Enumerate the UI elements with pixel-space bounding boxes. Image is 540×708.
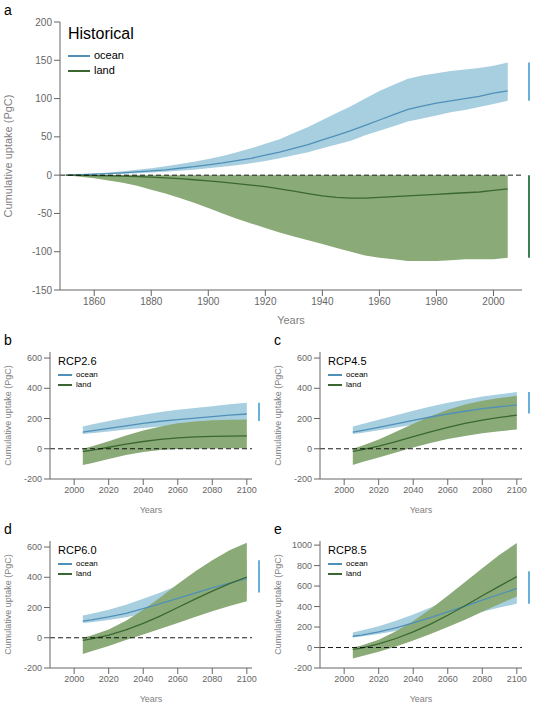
svg-text:2040: 2040: [403, 485, 423, 495]
svg-text:-200: -200: [24, 474, 42, 484]
svg-text:600: 600: [27, 353, 42, 363]
svg-text:2000: 2000: [334, 674, 354, 684]
svg-text:1900: 1900: [197, 296, 220, 307]
svg-text:800: 800: [297, 561, 312, 571]
html-text:land: land: [94, 64, 115, 76]
svg-text:2000: 2000: [334, 485, 354, 495]
svg-text:2060: 2060: [438, 485, 458, 495]
svg-text:Cumulative uptake (PgC): Cumulative uptake (PgC): [273, 554, 283, 655]
svg-text:-200: -200: [294, 663, 312, 673]
html-text:land: land: [346, 569, 362, 578]
svg-text:200: 200: [27, 414, 42, 424]
svg-text:Years: Years: [410, 694, 433, 704]
svg-text:Years: Years: [277, 314, 305, 326]
svg-text:0: 0: [307, 444, 312, 454]
html-text:d: d: [4, 521, 12, 537]
html-text:ocean: ocean: [76, 370, 98, 379]
svg-text:2060: 2060: [168, 674, 188, 684]
svg-text:2040: 2040: [403, 674, 423, 684]
html-text:land: land: [76, 380, 92, 389]
svg-text:2020: 2020: [369, 674, 389, 684]
svg-text:2000: 2000: [64, 674, 84, 684]
svg-text:2100: 2100: [237, 674, 257, 684]
html-text:ocean: ocean: [346, 370, 368, 379]
svg-text:2080: 2080: [472, 485, 492, 495]
svg-text:1860: 1860: [83, 296, 106, 307]
svg-text:2100: 2100: [507, 485, 527, 495]
svg-text:50: 50: [41, 131, 53, 142]
svg-text:2080: 2080: [202, 485, 222, 495]
svg-text:2020: 2020: [99, 674, 119, 684]
html-text:a: a: [4, 2, 12, 18]
svg-text:400: 400: [27, 383, 42, 393]
svg-text:Cumulative uptake (PgC): Cumulative uptake (PgC): [273, 365, 283, 466]
svg-text:1920: 1920: [254, 296, 277, 307]
svg-text:1940: 1940: [311, 296, 334, 307]
svg-text:200: 200: [27, 603, 42, 613]
svg-text:-150: -150: [32, 285, 52, 296]
svg-text:600: 600: [27, 542, 42, 552]
svg-text:2040: 2040: [133, 485, 153, 495]
svg-text:400: 400: [27, 572, 42, 582]
html-text:b: b: [4, 332, 12, 348]
svg-text:-200: -200: [294, 474, 312, 484]
svg-text:600: 600: [297, 581, 312, 591]
svg-text:Cumulative uptake (PgC): Cumulative uptake (PgC): [8, 95, 14, 218]
svg-text:Years: Years: [410, 505, 433, 515]
html-text:land: land: [346, 380, 362, 389]
html-text:RCP2.6: RCP2.6: [58, 355, 97, 367]
html-text:RCP8.5: RCP8.5: [328, 544, 367, 556]
svg-text:2060: 2060: [168, 485, 188, 495]
svg-text:150: 150: [35, 55, 52, 66]
html-text:ocean: ocean: [94, 49, 124, 61]
svg-text:1980: 1980: [425, 296, 448, 307]
svg-text:2100: 2100: [507, 674, 527, 684]
svg-text:2040: 2040: [133, 674, 153, 684]
svg-text:1880: 1880: [140, 296, 163, 307]
svg-text:Cumulative uptake (PgC): Cumulative uptake (PgC): [8, 554, 13, 655]
svg-text:Cumulative uptake (PgC): Cumulative uptake (PgC): [8, 365, 13, 466]
svg-text:-50: -50: [38, 208, 53, 219]
html-text:Historical: Historical: [68, 25, 134, 42]
html-text:c: c: [274, 332, 281, 348]
svg-text:-100: -100: [32, 246, 52, 257]
svg-text:200: 200: [35, 17, 52, 28]
svg-text:1000: 1000: [292, 540, 312, 550]
svg-text:2020: 2020: [369, 485, 389, 495]
svg-text:1960: 1960: [368, 296, 391, 307]
svg-text:100: 100: [35, 93, 52, 104]
html-text:e: e: [274, 521, 282, 537]
svg-text:2000: 2000: [482, 296, 505, 307]
html-text:RCP6.0: RCP6.0: [58, 544, 97, 556]
svg-text:200: 200: [297, 414, 312, 424]
svg-text:2000: 2000: [64, 485, 84, 495]
html-text:RCP4.5: RCP4.5: [328, 355, 367, 367]
html-text:ocean: ocean: [76, 559, 98, 568]
svg-text:-200: -200: [24, 663, 42, 673]
svg-text:2020: 2020: [99, 485, 119, 495]
svg-text:600: 600: [297, 353, 312, 363]
svg-text:0: 0: [307, 643, 312, 653]
svg-text:0: 0: [37, 444, 42, 454]
html-text:ocean: ocean: [346, 559, 368, 568]
svg-text:2060: 2060: [438, 674, 458, 684]
svg-text:400: 400: [297, 602, 312, 612]
svg-text:200: 200: [297, 622, 312, 632]
svg-text:0: 0: [46, 170, 52, 181]
svg-text:Years: Years: [140, 505, 163, 515]
html-text:land: land: [76, 569, 92, 578]
svg-text:2100: 2100: [237, 485, 257, 495]
svg-text:Years: Years: [140, 694, 163, 704]
svg-text:2080: 2080: [202, 674, 222, 684]
svg-text:0: 0: [37, 633, 42, 643]
svg-text:2080: 2080: [472, 674, 492, 684]
svg-text:400: 400: [297, 383, 312, 393]
